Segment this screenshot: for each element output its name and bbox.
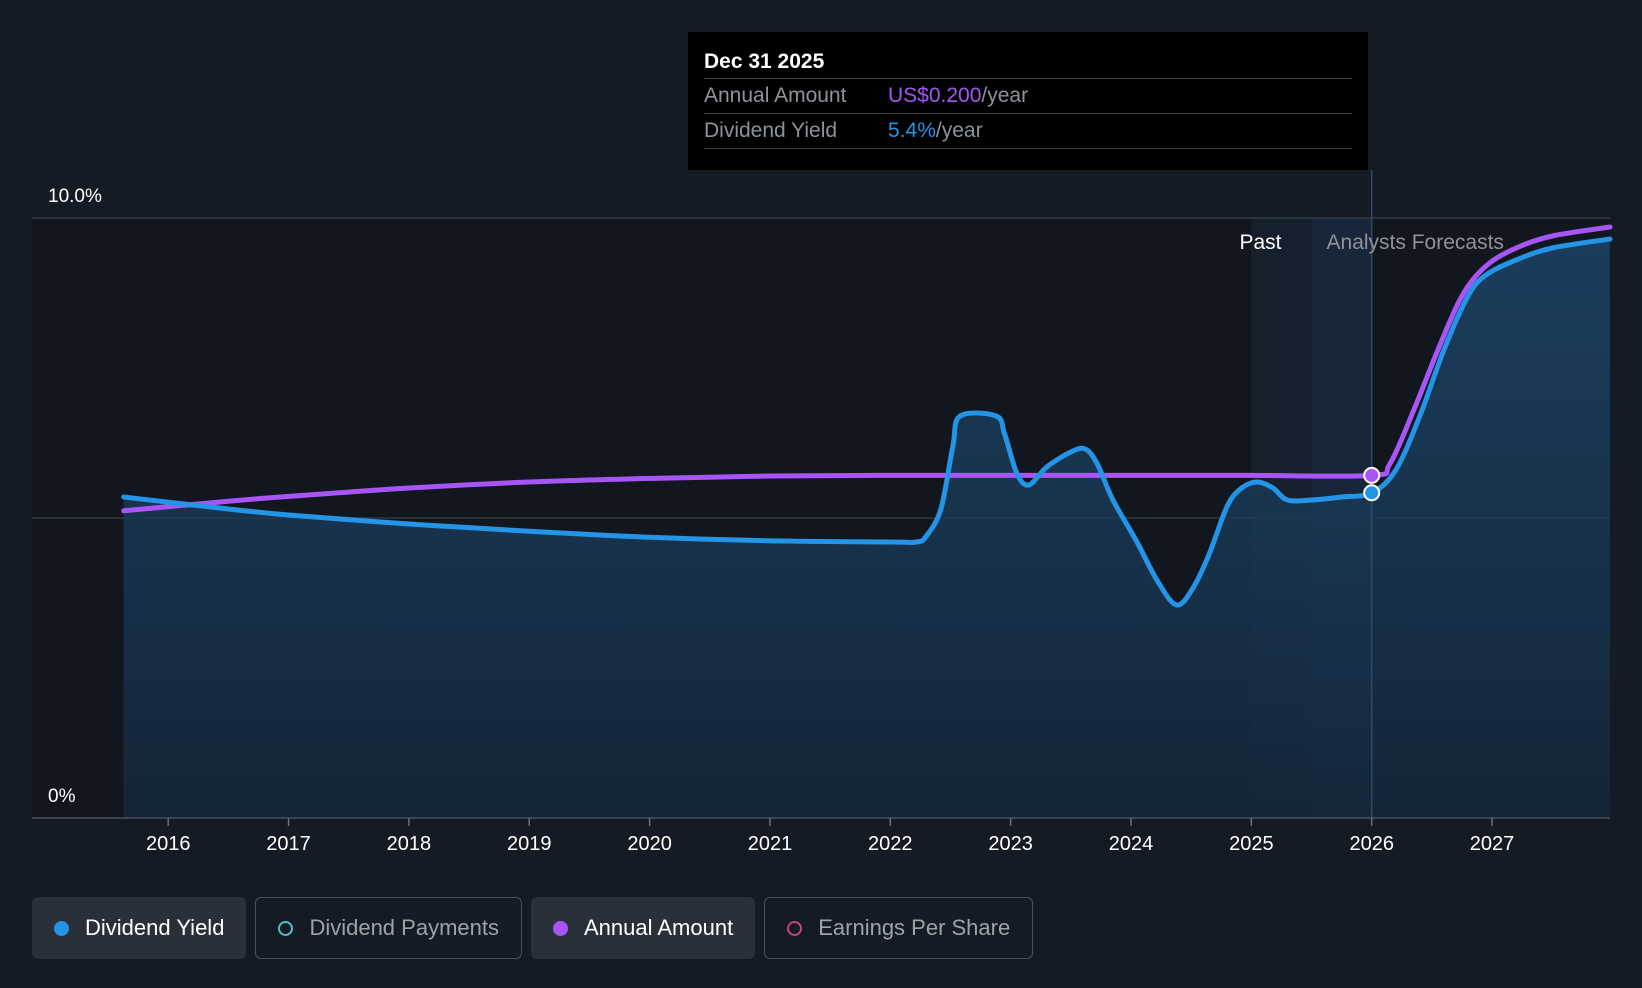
- legend-annual-amount[interactable]: Annual Amount: [530, 897, 756, 959]
- x-tick-label: 2027: [1470, 833, 1515, 855]
- x-tick-label: 2021: [748, 833, 793, 855]
- legend-earnings-per-share[interactable]: Earnings Per Share: [764, 897, 1034, 959]
- y-tick-label: 0%: [48, 786, 76, 807]
- chart-legend: Dividend Yield Dividend Payments Annual …: [32, 897, 1034, 959]
- legend-dot-icon: [787, 920, 803, 936]
- dividend-yield-marker: [1363, 484, 1381, 502]
- x-tick-label: 2020: [627, 833, 672, 855]
- legend-dividend-payments[interactable]: Dividend Payments: [255, 897, 522, 959]
- tooltip-yield-row: Dividend Yield 5.4% /year: [704, 114, 1352, 149]
- tooltip-annual-row: Annual Amount US$0.200 /year: [704, 79, 1352, 114]
- legend-label: Dividend Payments: [309, 915, 499, 940]
- chart-tooltip: Dec 31 2025 Annual Amount US$0.200 /year…: [688, 32, 1368, 170]
- tooltip-yield-value: 5.4%: [888, 119, 936, 142]
- tooltip-yield-label: Dividend Yield: [704, 119, 838, 142]
- x-tick-label: 2019: [507, 833, 552, 855]
- x-tick-label: 2026: [1349, 833, 1394, 855]
- legend-dot-icon: [552, 920, 568, 936]
- y-tick-label: 10.0%: [48, 186, 102, 207]
- dividend-yield-area: [123, 239, 1611, 818]
- tooltip-annual-value: US$0.200: [888, 84, 982, 107]
- legend-dot-icon: [278, 920, 294, 936]
- x-tick-label: 2022: [868, 833, 913, 855]
- legend-label: Earnings Per Share: [818, 915, 1011, 940]
- forecast-region-label: Analysts Forecasts: [1327, 231, 1504, 254]
- x-tick-label: 2017: [266, 833, 311, 855]
- tooltip-date: Dec 31 2025: [704, 46, 1352, 79]
- x-tick-label: 2024: [1109, 833, 1154, 855]
- x-tick-label: 2018: [387, 833, 432, 855]
- tooltip-annual-unit: /year: [981, 84, 1029, 107]
- x-tick-label: 2023: [988, 833, 1033, 855]
- past-region-label: Past: [1240, 231, 1282, 254]
- tooltip-yield-unit: /year: [935, 119, 983, 142]
- legend-dot-icon: [54, 920, 69, 936]
- annual-amount-marker: [1363, 466, 1381, 484]
- x-tick-label: 2016: [146, 833, 191, 855]
- legend-dividend-yield[interactable]: Dividend Yield: [32, 897, 247, 959]
- legend-label: Dividend Yield: [85, 915, 225, 940]
- tooltip-annual-label: Annual Amount: [704, 84, 847, 107]
- dividend-yield-line: [121, 236, 1613, 608]
- legend-label: Annual Amount: [583, 915, 734, 940]
- x-tick-label: 2025: [1229, 833, 1274, 855]
